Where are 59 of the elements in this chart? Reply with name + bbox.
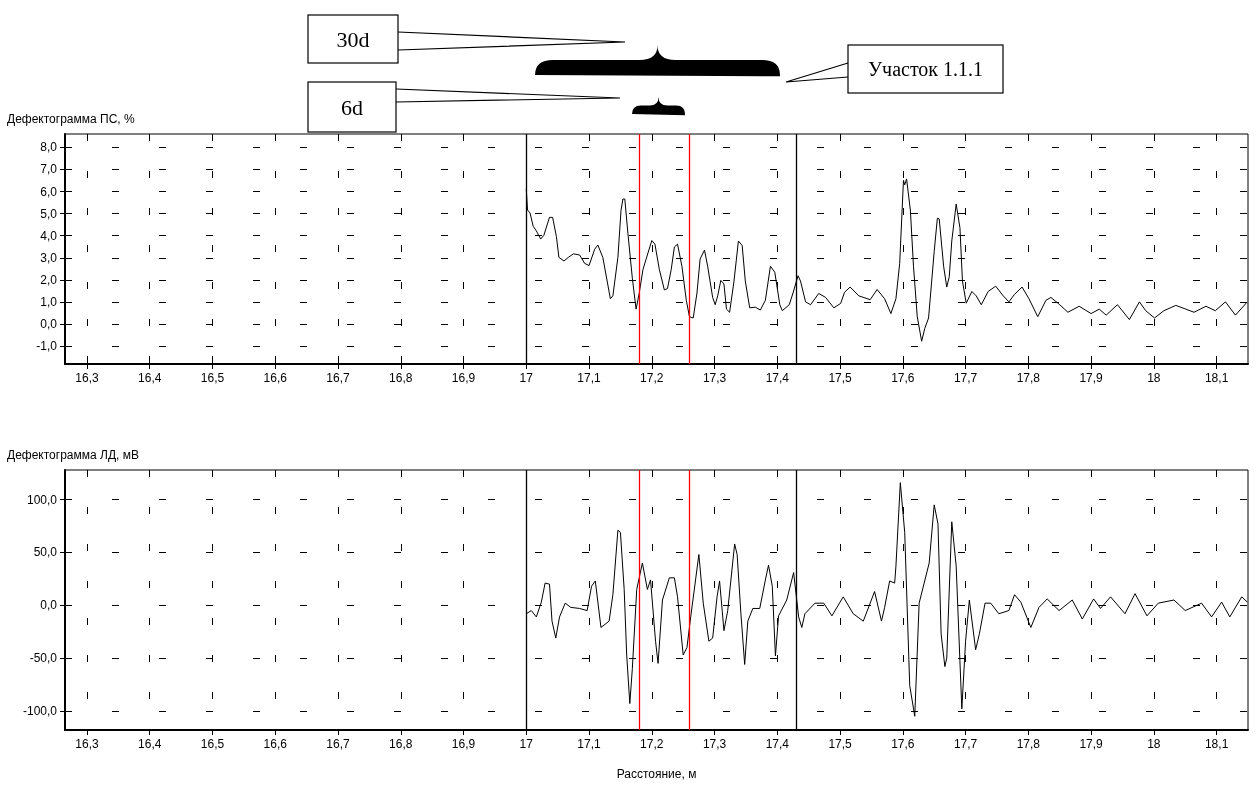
text: 30d (336, 26, 370, 52)
text: Участок 1.1.1 (867, 58, 984, 80)
x-tick-label: 17 (519, 737, 534, 751)
text: 6d (341, 94, 363, 120)
x-tick-label: 17,6 (891, 371, 915, 385)
x-tick-label: 17,6 (891, 737, 915, 751)
x-tick-label: 16,3 (75, 737, 99, 751)
y-tick-label: 6,0 (40, 184, 58, 199)
x-tick-label: 17,3 (702, 371, 727, 385)
x-tick-label: 16,4 (138, 371, 162, 385)
y-tick-label: 1,0 (40, 295, 58, 310)
x-tick-label: 18,1 (1204, 737, 1229, 751)
y-tick-label: 0,0 (40, 598, 58, 613)
y-axis-title: Дефектограмма ПС, % (7, 112, 135, 126)
x-tick-label: 17,5 (828, 737, 853, 751)
x-tick-label: 16,3 (75, 371, 99, 385)
x-tick-label: 17,1 (577, 371, 602, 385)
x-tick-label: 17,1 (577, 737, 602, 751)
x-tick-label: 16,5 (200, 737, 225, 751)
y-axis-title: Дефектограмма ЛД, мВ (7, 448, 139, 462)
x-tick-label: 17,2 (640, 371, 664, 385)
x-tick-label: 18 (1147, 737, 1161, 751)
x-tick-label: 17,2 (640, 737, 664, 751)
x-tick-label: 17,5 (828, 371, 853, 385)
x-tick-label: 16,6 (263, 371, 288, 385)
x-tick-label: 16,9 (451, 737, 476, 751)
x-tick-label: 17,9 (1079, 371, 1104, 385)
y-tick-label: 0,0 (40, 317, 58, 332)
y-tick-label: 8,0 (40, 140, 58, 155)
x-tick-label: 17,9 (1079, 737, 1104, 751)
x-tick-label: 17,7 (953, 371, 978, 385)
y-tick-label: 4,0 (40, 228, 58, 243)
x-tick-label: 17,4 (765, 371, 790, 385)
x-tick-label: 16,6 (263, 737, 288, 751)
x-tick-label: 17,3 (702, 737, 727, 751)
x-tick-label: 17,4 (765, 737, 790, 751)
x-tick-label: 17,8 (1016, 371, 1041, 385)
x-tick-label: 16,7 (326, 371, 350, 385)
x-tick-label: 16,8 (389, 737, 413, 751)
x-tick-label: 17,7 (953, 737, 978, 751)
x-tick-label: 16,4 (138, 737, 162, 751)
y-tick-label: -1,0 (36, 339, 58, 354)
x-tick-label: 16,5 (200, 371, 225, 385)
y-tick-label: 100,0 (26, 492, 58, 507)
x-tick-label: 16,7 (326, 737, 350, 751)
x-tick-label: 16,8 (389, 371, 413, 385)
y-tick-label: 50,0 (33, 545, 58, 560)
y-tick-label: 7,0 (40, 162, 58, 177)
y-tick-label: 2,0 (40, 272, 58, 287)
y-tick-label: 3,0 (40, 250, 58, 265)
x-axis-title: Расстояние, м (616, 767, 697, 781)
y-tick-label: -50,0 (29, 651, 58, 666)
x-tick-label: 17 (519, 371, 534, 385)
x-tick-label: 17,8 (1016, 737, 1041, 751)
x-tick-label: 16,9 (451, 371, 476, 385)
x-tick-label: 18,1 (1204, 371, 1229, 385)
y-tick-label: -100,0 (22, 703, 58, 718)
x-tick-label: 18 (1147, 371, 1161, 385)
y-tick-label: 5,0 (40, 206, 58, 221)
